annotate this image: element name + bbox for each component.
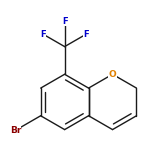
Text: F: F	[62, 17, 67, 26]
Text: F: F	[83, 30, 89, 39]
Text: O: O	[109, 70, 116, 79]
Text: Br: Br	[10, 126, 21, 135]
Text: F: F	[40, 30, 46, 39]
